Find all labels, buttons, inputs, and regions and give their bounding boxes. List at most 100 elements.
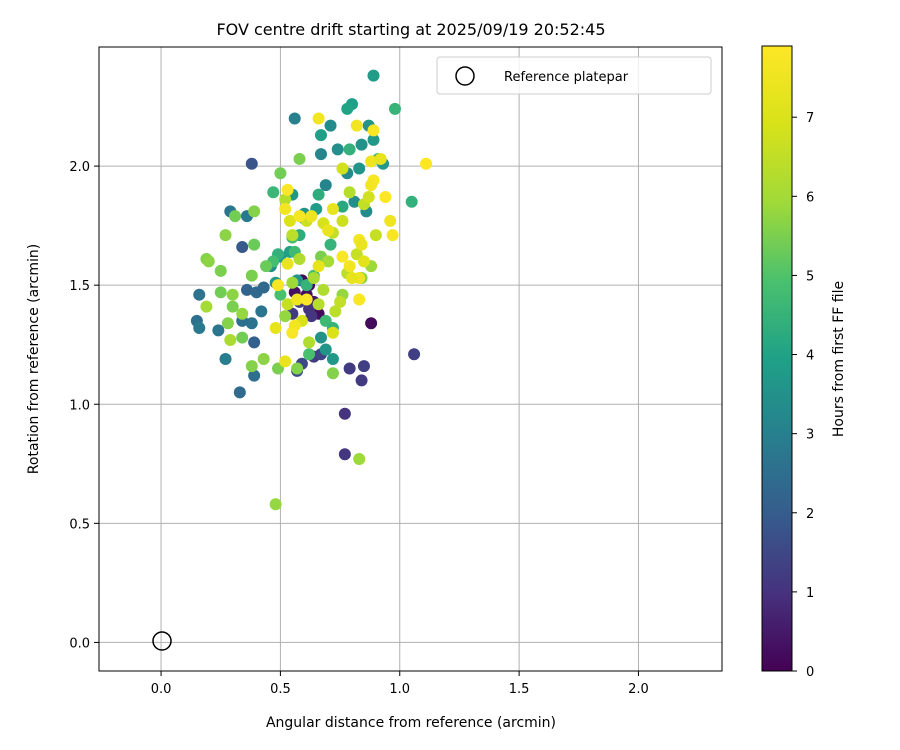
grid bbox=[99, 47, 722, 671]
data-point bbox=[312, 112, 325, 125]
data-point bbox=[343, 186, 356, 199]
data-point bbox=[193, 322, 206, 335]
data-point bbox=[279, 202, 292, 215]
data-point bbox=[343, 143, 356, 156]
colorbar-tick-label: 5 bbox=[806, 269, 814, 284]
data-point bbox=[224, 333, 237, 346]
colorbar-tick-label: 7 bbox=[806, 111, 814, 126]
data-point bbox=[219, 353, 232, 365]
data-point bbox=[267, 186, 280, 199]
chart-title: FOV centre drift starting at 2025/09/19 … bbox=[216, 20, 605, 39]
data-point bbox=[200, 300, 213, 313]
data-point bbox=[384, 214, 397, 227]
data-point bbox=[236, 241, 249, 254]
colorbar-tick-label: 4 bbox=[806, 349, 814, 364]
data-point bbox=[314, 148, 327, 161]
data-point bbox=[233, 386, 246, 399]
colorbar-ticks: 0 1 2 3 4 5 6 7 bbox=[792, 111, 814, 680]
data-point bbox=[379, 191, 392, 204]
data-point bbox=[334, 295, 347, 308]
data-point bbox=[326, 326, 339, 339]
data-point bbox=[236, 307, 249, 320]
data-point bbox=[279, 355, 292, 368]
data-point bbox=[420, 157, 433, 170]
data-point bbox=[248, 336, 261, 349]
data-point bbox=[269, 498, 282, 511]
data-point bbox=[355, 138, 368, 151]
data-point bbox=[336, 200, 349, 213]
data-point bbox=[229, 210, 242, 223]
data-point bbox=[331, 143, 344, 156]
data-point bbox=[307, 272, 320, 285]
data-point bbox=[314, 331, 327, 344]
data-point bbox=[281, 183, 294, 196]
data-point bbox=[319, 343, 332, 356]
colorbar-tick-label: 1 bbox=[806, 586, 814, 601]
data-point bbox=[226, 288, 239, 301]
y-axis-label: Rotation from reference (arcmin) bbox=[26, 244, 42, 474]
data-point bbox=[367, 69, 380, 82]
data-point bbox=[353, 453, 366, 466]
y-axis-ticks: 0.0 0.5 1.0 1.5 2.0 bbox=[69, 160, 99, 651]
data-point bbox=[374, 152, 387, 165]
data-point bbox=[388, 102, 401, 115]
data-point bbox=[312, 260, 325, 273]
data-point bbox=[317, 283, 330, 296]
data-point bbox=[236, 331, 249, 344]
data-point bbox=[202, 255, 215, 268]
data-point bbox=[367, 124, 380, 137]
data-point bbox=[326, 367, 339, 380]
data-point bbox=[281, 298, 294, 311]
legend-marker-reference bbox=[455, 66, 475, 86]
data-point bbox=[293, 152, 306, 165]
x-tick-label: 1.5 bbox=[509, 682, 530, 697]
data-point bbox=[312, 188, 325, 201]
data-points bbox=[190, 69, 433, 511]
data-point bbox=[314, 129, 327, 142]
data-point bbox=[405, 195, 418, 208]
data-point bbox=[305, 210, 318, 223]
colorbar-tick-label: 2 bbox=[806, 507, 814, 522]
data-point bbox=[274, 288, 287, 301]
x-axis-label: Angular distance from reference (arcmin) bbox=[266, 715, 556, 731]
data-point bbox=[245, 157, 258, 170]
data-point bbox=[300, 293, 313, 306]
legend-label-reference: Reference platepar bbox=[504, 70, 629, 85]
data-point bbox=[365, 317, 378, 330]
x-tick-label: 2.0 bbox=[628, 682, 649, 697]
data-point bbox=[293, 210, 306, 223]
data-point bbox=[324, 119, 337, 132]
plot-frame bbox=[98, 46, 723, 672]
data-point bbox=[353, 162, 366, 175]
data-point bbox=[214, 286, 227, 299]
data-point bbox=[272, 279, 285, 292]
data-point bbox=[336, 250, 349, 263]
data-point bbox=[291, 362, 304, 375]
y-tick-label: 2.0 bbox=[69, 160, 90, 175]
data-point bbox=[250, 286, 263, 299]
data-point bbox=[212, 324, 225, 337]
data-point bbox=[338, 448, 351, 461]
data-point bbox=[288, 112, 301, 125]
data-point bbox=[305, 310, 318, 323]
data-point bbox=[291, 293, 304, 306]
data-point bbox=[355, 238, 368, 251]
data-point bbox=[348, 195, 361, 208]
y-tick-label: 0.5 bbox=[69, 517, 90, 532]
data-point bbox=[312, 298, 325, 311]
data-point bbox=[286, 276, 299, 289]
data-point bbox=[279, 310, 292, 323]
data-point bbox=[260, 260, 273, 273]
data-point bbox=[408, 348, 421, 361]
data-point bbox=[326, 353, 339, 365]
data-point bbox=[350, 119, 363, 132]
data-point bbox=[248, 238, 261, 251]
data-point bbox=[226, 300, 239, 313]
y-tick-label: 1.0 bbox=[69, 398, 90, 413]
data-point bbox=[322, 255, 335, 268]
x-tick-label: 0.5 bbox=[270, 682, 291, 697]
data-point bbox=[274, 167, 287, 180]
data-point bbox=[336, 162, 349, 175]
data-point bbox=[269, 322, 282, 335]
y-tick-label: 0.0 bbox=[69, 636, 90, 651]
